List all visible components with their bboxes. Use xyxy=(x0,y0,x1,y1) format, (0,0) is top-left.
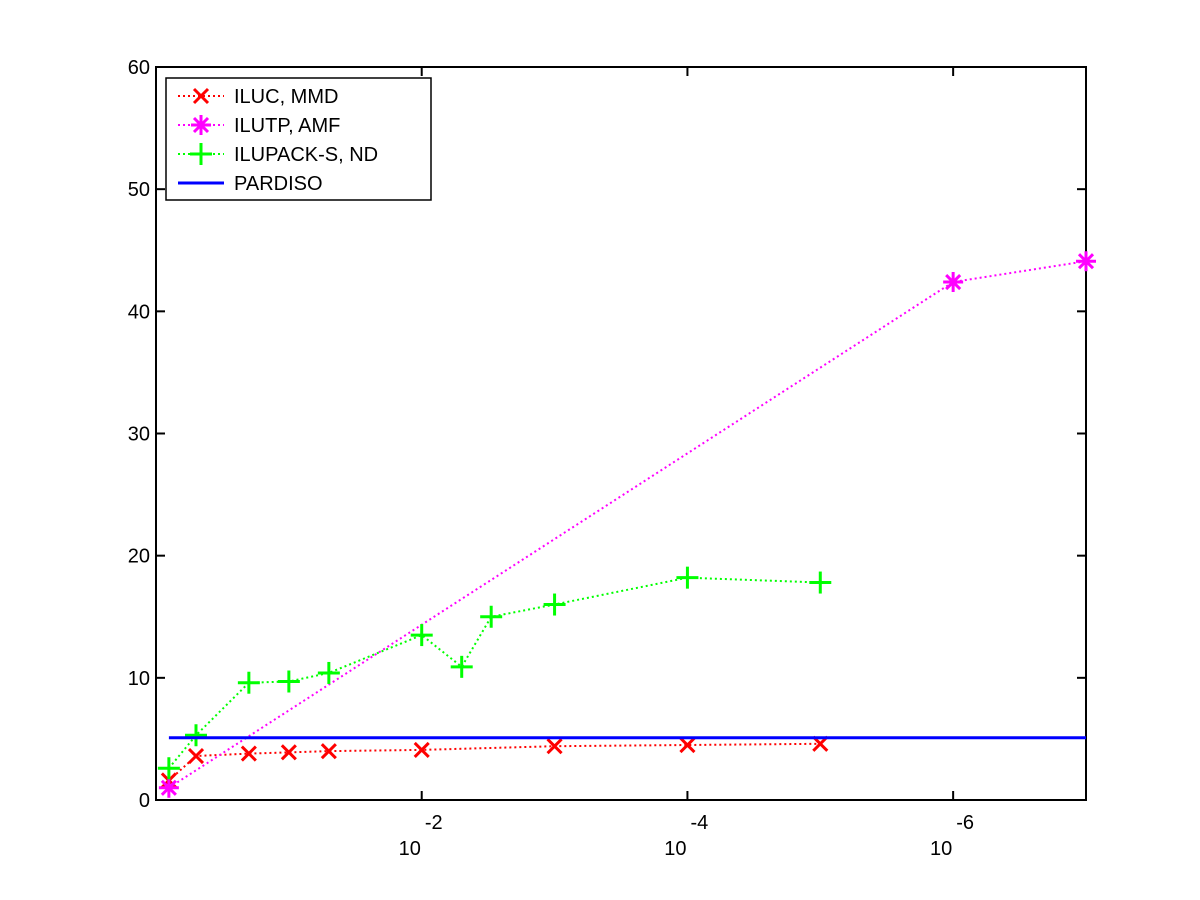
y-tick-label: 10 xyxy=(128,668,150,690)
data-point xyxy=(943,272,964,293)
data-point xyxy=(809,571,832,594)
data-point xyxy=(546,738,563,755)
data-point xyxy=(280,744,297,761)
series-layer xyxy=(157,251,1096,798)
legend-entry: ILUTP, AMF xyxy=(178,115,340,137)
legend-label: PARDISO xyxy=(234,173,323,195)
series-ilutp-amf xyxy=(158,251,1096,798)
data-point xyxy=(317,661,340,684)
legend-label: ILUPACK-S, ND xyxy=(234,144,378,166)
x-tick-label-base: 10 xyxy=(399,838,421,860)
data-point xyxy=(543,593,566,616)
x-tick-label-exponent: -2 xyxy=(425,812,443,834)
data-point xyxy=(1076,251,1096,272)
y-axis: 0 10 20 30 40 50 60 xyxy=(128,57,1086,812)
data-point xyxy=(413,741,430,758)
x-axis: 10-210-410-6 xyxy=(399,67,974,860)
marker-asterisk-stroke xyxy=(945,273,962,291)
x-tick-label-exponent: -6 xyxy=(956,812,974,834)
y-tick-label: 30 xyxy=(128,424,150,446)
data-point xyxy=(240,745,257,762)
marker-x-stroke xyxy=(280,744,297,761)
marker-x-stroke xyxy=(413,741,430,758)
y-tick-label: 20 xyxy=(128,546,150,568)
legend-box xyxy=(165,77,432,201)
marker-asterisk-stroke xyxy=(1077,253,1095,270)
legend: ILUC, MMD ILUTP, AMF ILUPACK-S, ND PARDISO xyxy=(165,77,432,201)
series-ilupack-s-nd xyxy=(157,566,832,780)
y-tick-label: 0 xyxy=(139,790,150,812)
y-tick-label: 60 xyxy=(128,57,150,79)
x-tick-label-base: 10 xyxy=(930,838,952,860)
legend-label: ILUTP, AMF xyxy=(234,115,340,137)
data-point xyxy=(187,747,205,765)
data-point xyxy=(676,566,699,589)
marker-asterisk-stroke xyxy=(192,116,210,134)
y-tick-label: 50 xyxy=(128,179,150,201)
data-point xyxy=(237,671,260,694)
y-tick-label: 40 xyxy=(128,301,150,323)
marker-x-stroke xyxy=(192,87,210,105)
legend-label: ILUC, MMD xyxy=(234,86,338,108)
data-point xyxy=(410,624,433,647)
marker-x-stroke xyxy=(546,738,563,755)
legend-entry: ILUC, MMD xyxy=(178,86,338,108)
data-point xyxy=(277,670,300,693)
legend-entry: ILUPACK-S, ND xyxy=(178,143,378,166)
data-point xyxy=(157,757,180,780)
marker-x-stroke xyxy=(187,747,205,765)
x-tick-label-base: 10 xyxy=(664,838,686,860)
series-line xyxy=(168,260,1087,789)
marker-asterisk-stroke xyxy=(160,779,177,796)
data-point xyxy=(679,736,696,754)
data-point xyxy=(480,605,503,628)
data-point xyxy=(450,655,473,678)
data-point xyxy=(158,777,179,798)
marker-x-stroke xyxy=(240,745,257,762)
marker-x-stroke xyxy=(320,743,337,760)
legend-entry: PARDISO xyxy=(178,173,323,195)
data-point xyxy=(320,743,337,760)
marker-x-stroke xyxy=(679,736,696,754)
data-point xyxy=(184,724,207,747)
x-tick-label-exponent: -4 xyxy=(691,812,709,834)
